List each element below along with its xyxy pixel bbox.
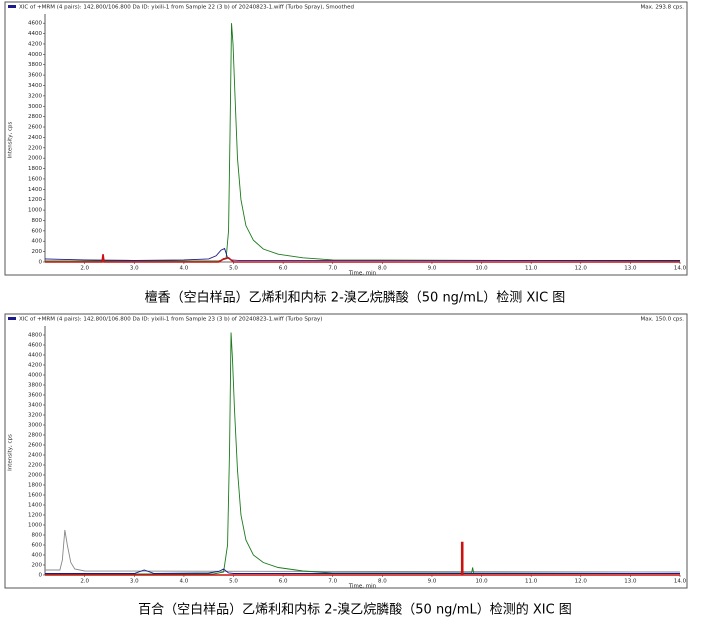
- y-tick-label: 3000: [28, 104, 42, 110]
- x-tick-label: 2.0: [80, 266, 89, 272]
- header-icon: [8, 317, 16, 320]
- y-tick-label: 4400: [28, 353, 42, 359]
- x-tick-label: 12.0: [575, 579, 588, 585]
- max-label: Max. 150.0 cps.: [641, 317, 685, 323]
- x-tick-label: 14.0: [674, 579, 687, 585]
- x-axis-label: Time, min: [348, 584, 377, 590]
- x-tick-label: 11.0: [525, 266, 538, 272]
- panel-frame: [4, 313, 688, 589]
- panel-frame: [4, 1, 688, 276]
- y-tick-label: 1800: [28, 166, 42, 172]
- x-tick-label: 12.0: [575, 266, 588, 272]
- x-tick-label: 9.0: [428, 579, 437, 585]
- y-tick-label: 200: [32, 249, 43, 255]
- max-label: Max. 293.8 cps.: [641, 5, 685, 11]
- y-tick-label: 1800: [28, 483, 42, 489]
- y-tick-label: 0: [39, 260, 43, 266]
- trace: [45, 529, 681, 573]
- y-tick-label: 2400: [28, 453, 42, 459]
- y-tick-label: 2800: [28, 433, 42, 439]
- y-tick-label: 0: [39, 573, 43, 579]
- y-tick-label: 200: [32, 563, 43, 569]
- y-tick-label: 1600: [28, 493, 42, 499]
- trace: [45, 541, 680, 576]
- x-tick-label: 3.0: [130, 266, 139, 272]
- x-tick-label: 8.0: [378, 266, 387, 272]
- trace: [45, 254, 680, 263]
- y-tick-label: 2000: [28, 156, 42, 162]
- y-tick-label: 4400: [28, 31, 42, 37]
- x-tick-label: 3.0: [130, 579, 139, 585]
- y-tick-label: 1200: [28, 513, 42, 519]
- x-tick-label: 6.0: [279, 579, 288, 585]
- trace: [45, 23, 681, 262]
- header: XIC of +MRM (4 pairs): 142.800/106.800 D…: [19, 317, 322, 323]
- y-tick-label: 1600: [28, 176, 42, 182]
- y-tick-label: 400: [32, 239, 43, 245]
- y-tick-label: 4200: [28, 41, 42, 47]
- header: XIC of +MRM (4 pairs): 142.800/106.800 D…: [19, 5, 354, 11]
- y-tick-label: 4000: [28, 52, 42, 58]
- y-tick-label: 2600: [28, 125, 42, 131]
- x-tick-label: 2.0: [80, 579, 89, 585]
- y-tick-label: 2000: [28, 473, 42, 479]
- x-tick-label: 7.0: [328, 579, 337, 585]
- header-icon: [8, 5, 16, 8]
- y-tick-label: 4200: [28, 363, 42, 369]
- y-tick-label: 3800: [28, 62, 42, 68]
- trace: [45, 568, 680, 574]
- y-tick-label: 3200: [28, 413, 42, 419]
- caption: 百合（空白样品）乙烯利和内标 2-溴乙烷膦酸（50 ng/mL）检测的 XIC …: [138, 602, 572, 618]
- x-tick-label: 8.0: [378, 579, 387, 585]
- y-tick-label: 3800: [28, 383, 42, 389]
- trace: [44, 247, 680, 261]
- y-tick-label: 4600: [28, 21, 42, 27]
- y-tick-label: 2600: [28, 443, 42, 449]
- y-tick-label: 1400: [28, 503, 42, 509]
- y-tick-label: 1000: [28, 208, 42, 214]
- y-tick-label: 800: [32, 218, 43, 224]
- x-tick-label: 14.0: [674, 266, 687, 272]
- y-tick-label: 4000: [28, 373, 42, 379]
- y-tick-label: 2400: [28, 135, 42, 141]
- y-axis-label: Intensity, cps: [8, 121, 14, 158]
- x-tick-label: 6.0: [279, 266, 288, 272]
- y-tick-label: 600: [32, 543, 43, 549]
- y-tick-label: 2200: [28, 463, 42, 469]
- y-tick-label: 4600: [28, 343, 42, 349]
- x-tick-label: 5.0: [229, 266, 238, 272]
- y-tick-label: 1000: [28, 523, 42, 529]
- x-tick-label: 10.0: [475, 579, 488, 585]
- y-tick-label: 600: [32, 228, 43, 234]
- x-tick-label: 10.0: [475, 266, 488, 272]
- y-tick-label: 3200: [28, 93, 42, 99]
- y-tick-label: 4800: [28, 333, 42, 339]
- x-tick-label: 4.0: [180, 579, 189, 585]
- x-tick-label: 5.0: [229, 579, 238, 585]
- caption: 檀香（空白样品）乙烯利和内标 2-溴乙烷膦酸（50 ng/mL）检测 XIC 图: [145, 290, 566, 306]
- y-tick-label: 2800: [28, 114, 42, 120]
- y-tick-label: 800: [32, 533, 43, 539]
- y-axis-label: Intensity, cps: [8, 434, 14, 471]
- x-tick-label: 7.0: [328, 266, 337, 272]
- y-tick-label: 3400: [28, 83, 42, 89]
- y-tick-label: 1400: [28, 187, 42, 193]
- x-tick-label: 9.0: [428, 266, 437, 272]
- x-tick-label: 4.0: [180, 266, 189, 272]
- y-tick-label: 3600: [28, 393, 42, 399]
- x-tick-label: 11.0: [525, 579, 538, 585]
- x-tick-label: 13.0: [624, 579, 637, 585]
- y-tick-label: 1200: [28, 197, 42, 203]
- y-tick-label: 3000: [28, 423, 42, 429]
- y-tick-label: 400: [32, 553, 43, 559]
- y-tick-label: 3400: [28, 403, 42, 409]
- trace: [45, 332, 681, 575]
- y-tick-label: 2200: [28, 145, 42, 151]
- x-tick-label: 13.0: [624, 266, 637, 272]
- x-axis-label: Time, min: [348, 271, 377, 277]
- y-tick-label: 3600: [28, 73, 42, 79]
